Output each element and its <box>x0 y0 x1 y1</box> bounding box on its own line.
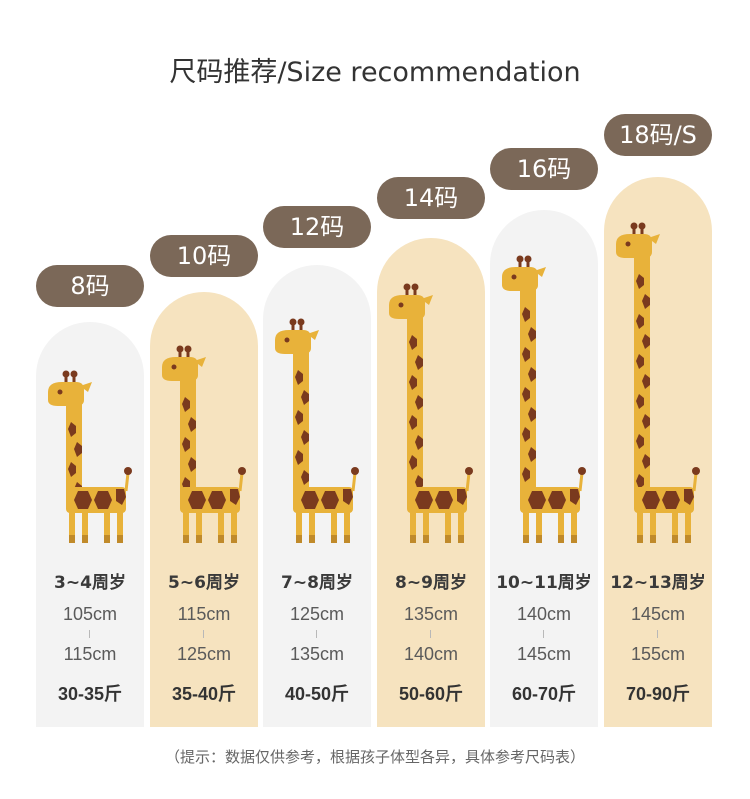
range-divider <box>657 630 658 638</box>
height-max: 135cm <box>289 644 345 664</box>
age-range: 7~8周岁 <box>281 573 353 593</box>
range-divider <box>543 630 544 638</box>
weight-range: 60-70斤 <box>511 684 577 704</box>
giraffe-icon <box>263 318 371 549</box>
disclaimer-note: （提示：数据仅供参考，根据孩子体型各异，具体参考尺码表） <box>164 748 585 766</box>
size-column: 16码 10~11周岁 140cm 145cm 60-70斤 <box>490 0 598 799</box>
age-range: 8~9周岁 <box>395 573 467 593</box>
page-title: 尺码推荐/Size recommendation <box>169 57 581 88</box>
range-divider <box>430 630 431 638</box>
giraffe-icon <box>490 255 598 549</box>
weight-range: 50-60斤 <box>398 684 464 704</box>
size-label-pill: 14码 <box>377 177 485 219</box>
weight-range: 70-90斤 <box>625 684 691 704</box>
giraffe-icon <box>604 222 712 549</box>
size-label-pill: 12码 <box>263 206 371 248</box>
height-min: 145cm <box>630 604 686 624</box>
range-divider <box>89 630 90 638</box>
size-label-pill: 10码 <box>150 235 258 277</box>
range-divider <box>316 630 317 638</box>
weight-range: 35-40斤 <box>171 684 237 704</box>
range-divider <box>203 630 204 638</box>
height-max: 145cm <box>516 644 572 664</box>
age-range: 12~13周岁 <box>610 573 706 593</box>
giraffe-icon <box>150 345 258 549</box>
size-column: 8码 3~4周岁 105cm 115cm 30-35斤 <box>36 0 144 799</box>
height-max: 155cm <box>630 644 686 664</box>
height-max: 140cm <box>403 644 459 664</box>
size-label-pill: 8码 <box>36 265 144 307</box>
size-label-pill: 18码/S <box>604 114 712 156</box>
size-column: 10码 5~6周岁 115cm 125cm 35-40斤 <box>150 0 258 799</box>
size-column: 18码/S 12~13周岁 145cm 155cm 70-90斤 <box>604 0 712 799</box>
height-max: 115cm <box>63 644 117 664</box>
height-min: 125cm <box>289 604 345 624</box>
weight-range: 30-35斤 <box>57 684 123 704</box>
height-max: 125cm <box>176 644 232 664</box>
size-column: 14码 8~9周岁 135cm 140cm 50-60斤 <box>377 0 485 799</box>
column-background <box>604 177 712 727</box>
size-column: 12码 7~8周岁 125cm 135cm 40-50斤 <box>263 0 371 799</box>
giraffe-icon <box>36 370 144 549</box>
age-range: 10~11周岁 <box>496 573 592 593</box>
height-min: 140cm <box>516 604 572 624</box>
height-min: 105cm <box>62 604 118 624</box>
age-range: 5~6周岁 <box>168 573 240 593</box>
size-label-pill: 16码 <box>490 148 598 190</box>
height-min: 135cm <box>403 604 459 624</box>
weight-range: 40-50斤 <box>284 684 350 704</box>
height-min: 115cm <box>177 604 231 624</box>
giraffe-icon <box>377 283 485 549</box>
age-range: 3~4周岁 <box>54 573 126 593</box>
